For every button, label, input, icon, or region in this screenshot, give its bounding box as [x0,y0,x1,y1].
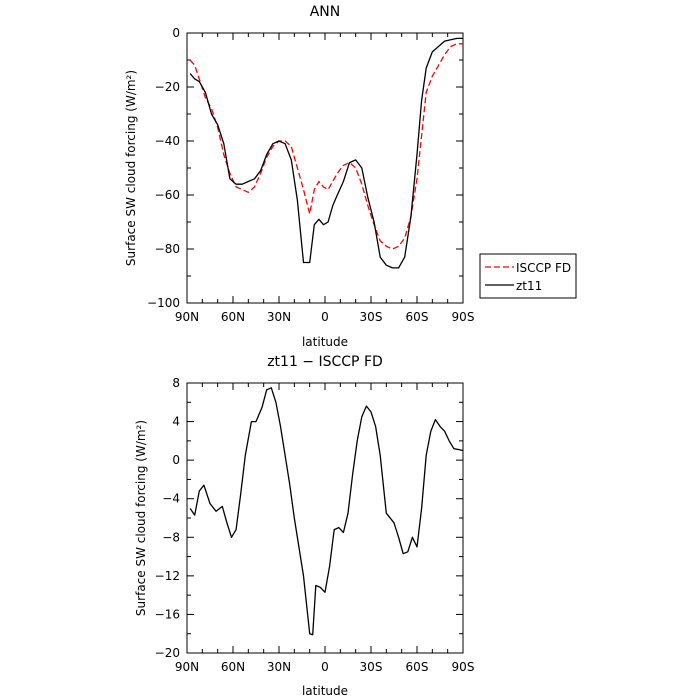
x-tick-label: 30N [267,310,291,324]
y-tick-label: 0 [172,26,180,40]
difference-series-line [189,387,464,636]
legend: ISCCP FD zt11 [479,253,577,299]
x-tick-label: 90N [175,660,199,674]
y-tick-label: −4 [162,492,180,506]
bottom-x-axis-label: latitude [302,684,348,698]
top-title: ANN [310,4,341,20]
legend-box [479,253,577,299]
bottom-plot-frame [186,382,464,654]
y-tick-label: −20 [155,646,180,660]
x-tick-label: 60S [406,660,429,674]
x-tick-label: 60N [221,660,245,674]
y-tick-label: −20 [155,80,180,94]
bottom-y-axis-label: Surface SW cloud forcing (W/m²) [134,420,148,616]
bottom-series [189,387,464,636]
y-tick-label: −100 [147,296,180,310]
x-tick-label: 30S [360,660,383,674]
top-panel: ANN latitude Surface SW cloud forcing (W… [124,4,474,349]
y-tick-label: −60 [155,188,180,202]
y-tick-label: −16 [155,607,180,621]
zt11-series-line [189,37,463,269]
bottom-title: zt11 − ISCCP FD [267,354,383,370]
x-tick-label: 60S [406,310,429,324]
x-tick-label: 0 [321,660,329,674]
y-tick-label: −12 [155,569,180,583]
bottom-x-ticks: 90N 60N 30N 0 30S 60S 90S [175,383,475,674]
x-tick-label: 90N [175,310,199,324]
bottom-panel: zt11 − ISCCP FD latitude Surface SW clou… [134,354,474,698]
top-series [189,37,463,269]
isccp-fd-series-line [189,43,463,250]
x-tick-label: 30N [267,660,291,674]
y-tick-label: 0 [172,453,180,467]
x-tick-label: 60N [221,310,245,324]
x-tick-label: 0 [321,310,329,324]
legend-label-zt11: zt11 [516,279,542,293]
y-tick-label: 8 [172,376,180,390]
y-tick-label: −40 [155,134,180,148]
top-x-axis-label: latitude [302,335,348,349]
bottom-y-ticks: 8 4 0 −4 −8 −12 −16 −20 [155,376,463,660]
top-y-axis-label: Surface SW cloud forcing (W/m²) [124,70,138,266]
y-tick-label: −80 [155,242,180,256]
x-tick-label: 90S [452,310,475,324]
x-tick-label: 90S [452,660,475,674]
y-tick-label: 4 [172,415,180,429]
legend-label-isccp: ISCCP FD [516,261,571,275]
top-x-ticks: 90N 60N 30N 0 30S 60S 90S [175,33,475,324]
x-tick-label: 30S [360,310,383,324]
y-tick-label: −8 [162,530,180,544]
